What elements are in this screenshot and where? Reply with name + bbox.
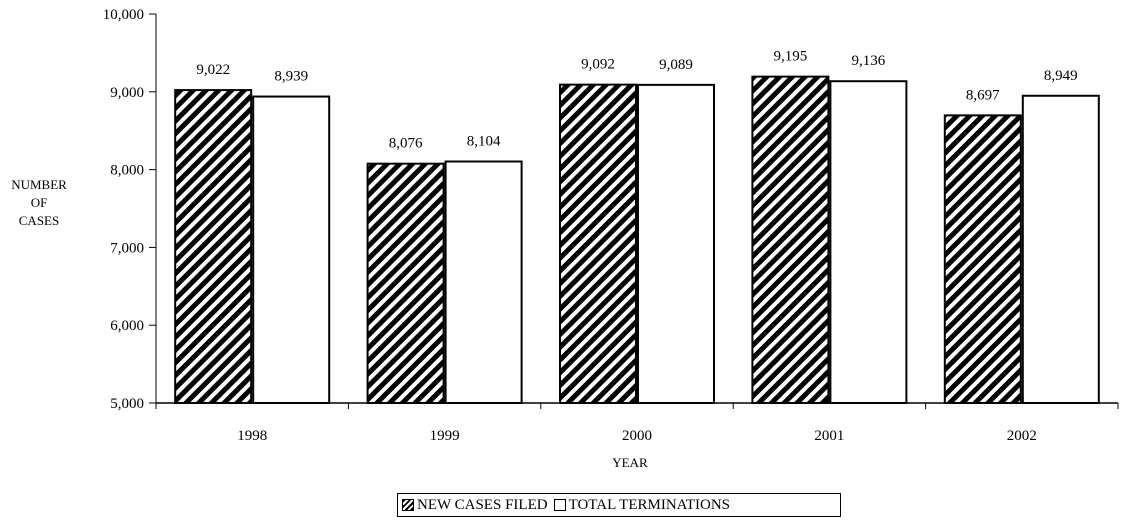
y-axis-label-line: OF: [30, 195, 48, 210]
y-axis-label: NUMBER OF CASES: [0, 176, 78, 230]
data-label: 8,076: [389, 136, 423, 152]
y-tick-label: 10,000: [103, 7, 144, 23]
x-tick-label: 2000: [622, 428, 652, 444]
legend-label-total-terminations: TOTAL TERMINATIONS: [568, 496, 730, 513]
data-label: 9,195: [774, 49, 808, 65]
y-tick-label: 9,000: [110, 85, 144, 101]
x-axis-label: YEAR: [612, 455, 648, 470]
white-swatch-icon: [553, 499, 566, 511]
bar-total-terminations-2002: [1021, 94, 1100, 405]
bar-new-cases-2001: [751, 75, 830, 404]
data-label: 9,136: [852, 53, 886, 69]
bar-new-cases-1999: [366, 162, 445, 404]
legend-item-new-cases: NEW CASES FILED: [402, 497, 548, 514]
data-label: 9,092: [581, 57, 615, 73]
bar-new-cases-2000: [559, 83, 637, 405]
y-tick-label: 7,000: [110, 240, 144, 256]
y-axis-label-line: NUMBER: [11, 177, 67, 192]
x-tick-label: 1999: [430, 428, 460, 444]
x-tick-label: 2002: [1007, 428, 1037, 444]
data-label: 9,089: [659, 57, 693, 73]
legend-item-total-terminations: TOTAL TERMINATIONS: [553, 496, 730, 514]
bar-new-cases-2002: [943, 114, 1022, 404]
y-tick-label: 6,000: [110, 318, 144, 334]
data-label: 8,939: [274, 69, 308, 85]
legend-label-new-cases: NEW CASES FILED: [417, 496, 548, 513]
bar-new-cases-1998: [174, 89, 253, 404]
x-tick-label: 1998: [237, 428, 267, 444]
data-label: 8,104: [467, 134, 501, 150]
bar-total-terminations-1999: [444, 160, 523, 404]
data-label: 8,949: [1044, 68, 1078, 84]
chart-legend: NEW CASES FILED TOTAL TERMINATIONS: [397, 493, 841, 517]
data-label: 9,022: [196, 62, 230, 78]
bar-total-terminations-2000: [637, 83, 715, 405]
bar-total-terminations-1998: [252, 95, 331, 404]
hatched-swatch-icon: [402, 499, 414, 511]
axes-layer: 1998 1999 2000 2001 2002 5,000 6,000 7,000 8,000…: [103, 7, 1119, 444]
x-tick-label: 2001: [814, 428, 844, 444]
y-tick-label: 5,000: [110, 396, 144, 412]
y-axis-label-line: CASES: [18, 213, 60, 228]
data-label: 8,697: [966, 87, 1000, 103]
bars-layer: [174, 75, 1100, 405]
bar-total-terminations-2001: [829, 80, 908, 404]
data-labels-layer: 9,022 8,939 8,076 8,104 9,092 9,089 9,195 9,136…: [196, 49, 1077, 152]
y-tick-label: 8,000: [110, 163, 144, 179]
